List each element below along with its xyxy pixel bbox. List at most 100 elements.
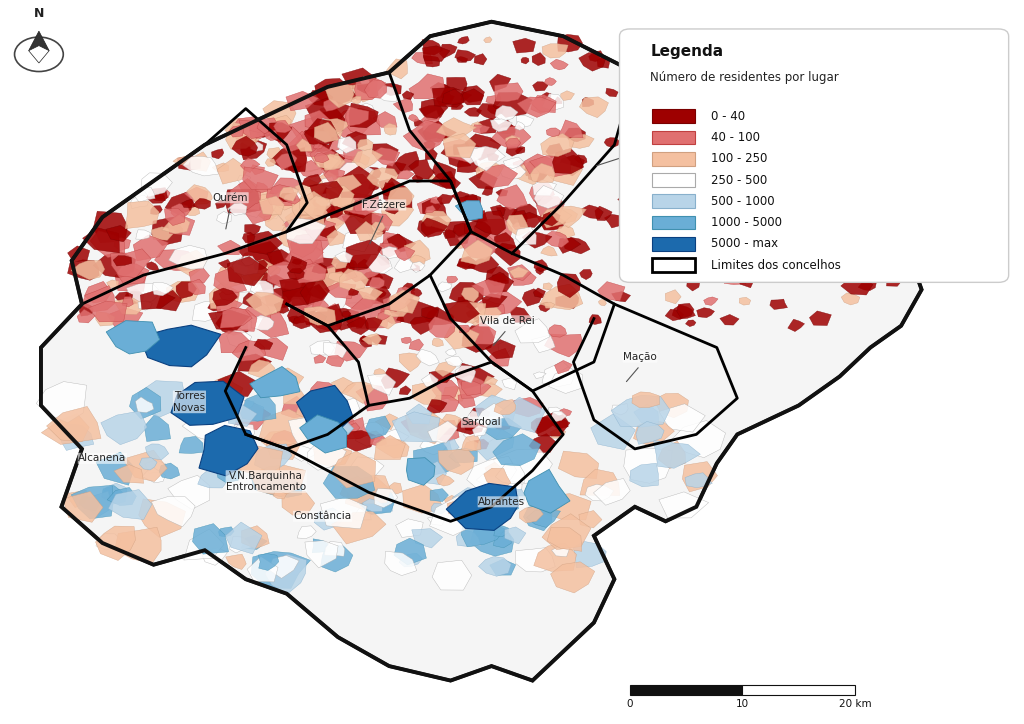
Polygon shape (409, 74, 444, 98)
Polygon shape (335, 424, 353, 434)
Polygon shape (328, 272, 346, 282)
Polygon shape (349, 457, 384, 479)
Polygon shape (515, 121, 524, 130)
Polygon shape (673, 98, 689, 110)
Polygon shape (364, 167, 381, 180)
Polygon shape (449, 448, 477, 463)
Polygon shape (439, 414, 462, 428)
Polygon shape (310, 267, 347, 295)
Text: 10: 10 (736, 699, 749, 709)
Polygon shape (536, 413, 570, 436)
Polygon shape (229, 126, 244, 137)
Polygon shape (375, 413, 397, 430)
Polygon shape (396, 298, 439, 324)
Polygon shape (292, 259, 302, 264)
Polygon shape (545, 334, 583, 357)
Polygon shape (534, 260, 549, 272)
Polygon shape (238, 400, 254, 411)
Text: 40 - 100: 40 - 100 (711, 131, 760, 144)
Polygon shape (365, 80, 387, 98)
Polygon shape (291, 234, 318, 258)
Polygon shape (630, 463, 658, 487)
Polygon shape (455, 50, 476, 62)
Polygon shape (443, 140, 479, 162)
Polygon shape (534, 543, 577, 571)
Polygon shape (635, 163, 648, 172)
Text: N: N (34, 7, 44, 20)
Polygon shape (458, 419, 473, 429)
Polygon shape (453, 488, 498, 520)
Polygon shape (541, 216, 565, 230)
Polygon shape (368, 374, 396, 395)
Polygon shape (462, 326, 494, 353)
Polygon shape (473, 125, 489, 133)
Polygon shape (213, 288, 238, 306)
Polygon shape (212, 149, 224, 159)
Polygon shape (464, 441, 479, 451)
Polygon shape (377, 290, 386, 298)
Polygon shape (345, 109, 381, 135)
Polygon shape (651, 152, 677, 168)
Polygon shape (319, 172, 339, 187)
Polygon shape (357, 139, 373, 151)
Polygon shape (497, 120, 515, 139)
Polygon shape (350, 96, 361, 104)
Polygon shape (95, 311, 115, 326)
Polygon shape (155, 188, 170, 199)
Polygon shape (871, 245, 893, 257)
Polygon shape (814, 193, 835, 206)
Polygon shape (238, 241, 285, 267)
Polygon shape (341, 418, 369, 439)
Polygon shape (784, 260, 808, 282)
Polygon shape (555, 97, 562, 104)
Polygon shape (474, 439, 488, 449)
Polygon shape (271, 368, 304, 392)
Polygon shape (589, 315, 601, 324)
Polygon shape (554, 361, 572, 374)
Polygon shape (218, 331, 249, 353)
Polygon shape (558, 34, 583, 52)
Polygon shape (225, 446, 283, 473)
Polygon shape (265, 554, 306, 594)
Polygon shape (251, 552, 310, 589)
Polygon shape (485, 290, 522, 316)
Polygon shape (517, 97, 556, 117)
Polygon shape (380, 235, 407, 251)
Polygon shape (462, 287, 479, 302)
Polygon shape (379, 179, 395, 190)
Polygon shape (538, 214, 561, 230)
Polygon shape (380, 429, 409, 446)
Polygon shape (373, 111, 397, 127)
Polygon shape (535, 185, 564, 209)
Polygon shape (447, 500, 472, 519)
Polygon shape (185, 204, 200, 216)
Polygon shape (111, 249, 152, 277)
Polygon shape (186, 185, 213, 204)
Polygon shape (421, 99, 449, 119)
Polygon shape (377, 256, 390, 266)
Polygon shape (431, 503, 446, 514)
Polygon shape (270, 282, 306, 307)
Polygon shape (177, 156, 202, 170)
Polygon shape (460, 85, 484, 103)
Polygon shape (414, 441, 461, 476)
Polygon shape (251, 165, 264, 174)
Polygon shape (298, 268, 313, 281)
Text: 0: 0 (627, 699, 633, 709)
Polygon shape (308, 382, 338, 403)
Polygon shape (355, 421, 384, 447)
Polygon shape (474, 54, 486, 65)
Polygon shape (476, 104, 500, 119)
Polygon shape (489, 559, 516, 575)
Polygon shape (314, 355, 326, 363)
Polygon shape (189, 267, 210, 283)
Polygon shape (387, 188, 414, 209)
Polygon shape (666, 309, 684, 321)
Polygon shape (129, 387, 161, 419)
Polygon shape (250, 315, 274, 330)
Polygon shape (401, 283, 415, 292)
Text: 500 - 1000: 500 - 1000 (711, 195, 774, 208)
Polygon shape (431, 420, 459, 442)
Polygon shape (171, 203, 189, 218)
Polygon shape (309, 145, 335, 164)
